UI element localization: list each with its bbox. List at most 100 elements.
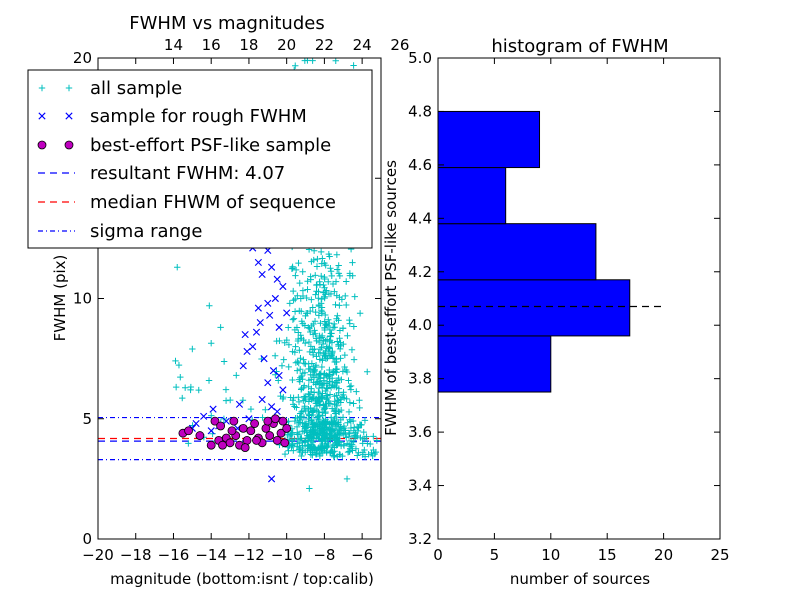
rough-sample-point	[254, 304, 262, 312]
rough-sample-point	[279, 282, 287, 291]
all-sample-point	[299, 320, 307, 327]
rough-sample-point	[260, 355, 268, 363]
all-sample-point	[347, 382, 355, 390]
all-sample-point	[346, 272, 354, 279]
all-sample-point	[307, 343, 315, 350]
all-sample-point	[290, 447, 297, 454]
all-sample-point	[325, 397, 332, 405]
all-sample-point	[310, 256, 317, 264]
all-sample-point	[296, 374, 304, 381]
all-sample-point	[321, 293, 328, 300]
all-sample-point	[292, 343, 299, 350]
scatter-top-tick-label: 22	[315, 36, 334, 54]
histogram-y-tick-label: 3.4	[408, 477, 432, 495]
all-sample-point	[314, 255, 321, 263]
scatter-y-tick-label: 5	[82, 410, 92, 428]
all-sample-point	[273, 337, 280, 345]
legend-label-resultant-fwhm: resultant FWHM: 4.07	[90, 163, 285, 184]
psf-sample-point	[252, 435, 261, 445]
all-sample-point	[289, 401, 297, 408]
psf-sample-point	[216, 421, 226, 431]
all-sample-point	[356, 397, 363, 404]
all-sample-point	[327, 268, 335, 275]
all-sample-point	[327, 384, 335, 391]
legend-label-rough-sample: sample for rough FWHM	[90, 106, 307, 127]
rough-sample-point	[267, 403, 276, 411]
all-sample-point	[333, 251, 341, 258]
all-sample-point	[306, 485, 313, 492]
scatter-y-tick-label: 10	[73, 290, 92, 308]
all-sample-point	[349, 417, 357, 425]
all-sample-point	[345, 377, 352, 384]
scatter-top-tick-label: 18	[239, 36, 258, 54]
all-sample-point	[302, 339, 309, 347]
all-sample-point	[336, 431, 343, 439]
all-sample-point	[316, 452, 324, 460]
all-sample-point	[296, 347, 303, 354]
all-sample-point	[205, 377, 213, 384]
all-sample-point	[320, 401, 327, 408]
all-sample-point	[220, 358, 228, 365]
all-sample-point	[217, 324, 224, 331]
psf-sample-point	[210, 416, 220, 426]
legend-box	[27, 69, 373, 249]
all-sample-point	[356, 404, 363, 412]
all-sample-point	[313, 407, 321, 415]
legend-marker-circle	[64, 140, 74, 150]
all-sample-point	[321, 431, 328, 439]
all-sample-point	[295, 329, 302, 336]
all-sample-point	[343, 301, 350, 309]
all-sample-point	[286, 300, 294, 307]
histogram-bar	[437, 335, 552, 393]
all-sample-point	[293, 423, 301, 431]
all-sample-point	[307, 432, 315, 439]
histogram-x-tick-label: 5	[490, 546, 500, 564]
all-sample-point	[313, 400, 320, 407]
psf-sample-point	[282, 423, 292, 433]
all-sample-point	[347, 424, 355, 432]
all-sample-point	[316, 345, 324, 353]
histogram-x-tick-label: 10	[541, 546, 560, 564]
all-sample-point	[308, 360, 316, 367]
all-sample-point	[290, 315, 298, 322]
all-sample-point	[334, 312, 341, 319]
psf-sample-point	[276, 428, 286, 438]
histogram-bar	[437, 167, 507, 225]
all-sample-point	[318, 363, 326, 371]
all-sample-point	[289, 348, 296, 355]
psf-sample-point	[227, 426, 237, 436]
all-sample-point	[333, 413, 340, 421]
psf-sample-point	[250, 419, 259, 428]
all-sample-point	[332, 58, 339, 64]
all-sample-point	[318, 308, 326, 315]
histogram-y-label: FWHM of best-effort PSF-like sources	[382, 160, 400, 436]
all-sample-point	[324, 439, 331, 447]
scatter-y-tick-label: 20	[73, 49, 92, 67]
all-sample-point	[340, 389, 347, 396]
all-sample-point	[337, 406, 345, 414]
all-sample-point	[356, 421, 364, 428]
psf-sample-point	[246, 426, 256, 436]
all-sample-point	[322, 392, 330, 400]
all-sample-point	[326, 344, 333, 351]
all-sample-point	[300, 360, 308, 367]
all-sample-point	[288, 265, 296, 272]
legend-marker-x	[65, 112, 73, 120]
all-sample-point	[323, 287, 330, 294]
all-sample-point	[292, 266, 300, 274]
rough-sample-point	[239, 362, 247, 370]
psf-sample-point	[184, 426, 193, 436]
all-sample-point	[352, 429, 359, 436]
all-sample-point	[337, 423, 344, 431]
all-sample-point	[291, 417, 299, 425]
all-sample-point	[351, 424, 358, 431]
all-sample-point	[172, 357, 179, 365]
all-sample-point	[290, 394, 297, 401]
all-sample-point	[345, 408, 353, 416]
rough-sample-point	[279, 386, 287, 394]
all-sample-point	[299, 419, 306, 427]
all-sample-point	[301, 382, 308, 389]
rough-sample-point	[249, 343, 257, 351]
all-sample-point	[332, 301, 339, 308]
rough-sample-point	[192, 419, 200, 428]
